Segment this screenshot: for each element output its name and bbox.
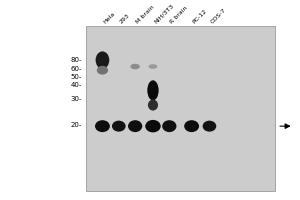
Text: 30-: 30-	[70, 96, 82, 102]
Text: 50-: 50-	[70, 74, 82, 80]
Text: M brain: M brain	[135, 4, 155, 24]
Ellipse shape	[202, 121, 216, 132]
Ellipse shape	[148, 100, 158, 111]
Ellipse shape	[148, 64, 158, 69]
Text: 60-: 60-	[70, 66, 82, 72]
Text: R brain: R brain	[169, 5, 189, 24]
Ellipse shape	[147, 80, 159, 100]
Text: 20-: 20-	[70, 122, 82, 128]
Text: COS-7: COS-7	[209, 7, 227, 24]
Ellipse shape	[145, 120, 161, 132]
Text: 40-: 40-	[70, 82, 82, 88]
Ellipse shape	[112, 121, 126, 132]
Ellipse shape	[130, 64, 140, 69]
Ellipse shape	[97, 66, 108, 75]
Ellipse shape	[96, 51, 109, 69]
FancyBboxPatch shape	[86, 26, 275, 191]
Ellipse shape	[128, 120, 142, 132]
Text: 80-: 80-	[70, 57, 82, 63]
Ellipse shape	[184, 120, 199, 132]
Text: PC-12: PC-12	[192, 8, 208, 24]
Ellipse shape	[95, 120, 110, 132]
Text: Hela: Hela	[102, 11, 116, 24]
Text: NIH/3T3: NIH/3T3	[153, 3, 175, 24]
Ellipse shape	[162, 120, 176, 132]
Text: 293: 293	[119, 12, 131, 24]
